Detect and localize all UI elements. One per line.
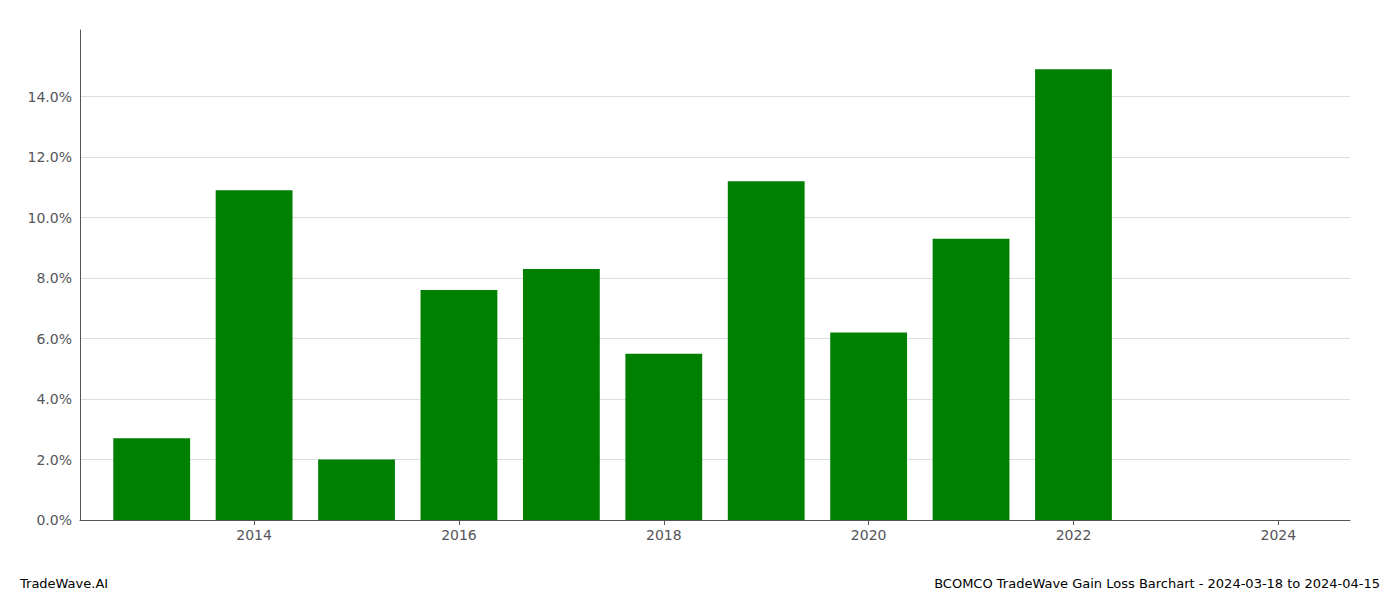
svg-text:2020: 2020 (851, 527, 887, 543)
svg-text:2.0%: 2.0% (36, 452, 72, 468)
svg-text:6.0%: 6.0% (36, 331, 72, 347)
svg-text:2024: 2024 (1260, 527, 1296, 543)
svg-text:2022: 2022 (1056, 527, 1092, 543)
svg-text:8.0%: 8.0% (36, 270, 72, 286)
svg-text:12.0%: 12.0% (28, 149, 72, 165)
svg-text:BCOMCO TradeWave Gain Loss Bar: BCOMCO TradeWave Gain Loss Barchart - 20… (934, 576, 1380, 591)
svg-text:0.0%: 0.0% (36, 512, 72, 528)
svg-text:10.0%: 10.0% (28, 210, 72, 226)
svg-text:2016: 2016 (441, 527, 477, 543)
svg-text:TradeWave.AI: TradeWave.AI (19, 576, 108, 591)
svg-text:4.0%: 4.0% (36, 391, 72, 407)
svg-text:2018: 2018 (646, 527, 682, 543)
svg-text:2014: 2014 (236, 527, 272, 543)
svg-text:14.0%: 14.0% (28, 89, 72, 105)
